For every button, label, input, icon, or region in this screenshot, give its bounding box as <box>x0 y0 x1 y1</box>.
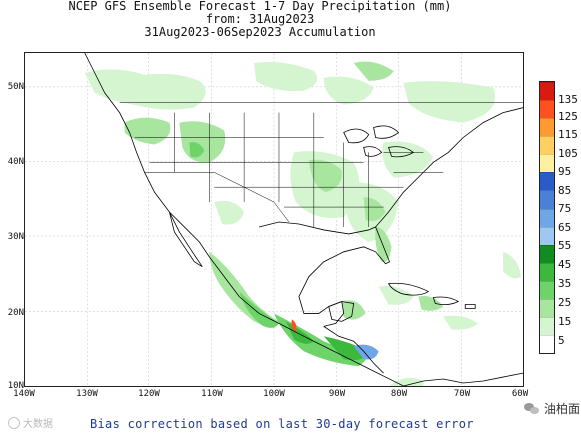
legend-swatch <box>540 244 554 263</box>
map-title-block: NCEP GFS Ensemble Forecast 1-7 Day Preci… <box>0 0 520 39</box>
lat-label-40n: 40N <box>7 157 24 167</box>
watermark-right-text: 油柏面 <box>544 402 581 416</box>
legend-swatch <box>540 172 554 191</box>
legend-label-75: 75 <box>558 202 572 215</box>
legend-label-55: 55 <box>558 239 572 252</box>
political-borders <box>119 102 523 227</box>
lon-label-100w: 100W <box>263 389 285 399</box>
map-accumulation-period: 31Aug2023-06Sep2023 Accumulation <box>144 25 376 39</box>
legend-label-85: 85 <box>558 184 572 197</box>
bias-correction-note: Bias correction based on last 30-day for… <box>90 417 474 431</box>
legend-swatch <box>540 226 554 245</box>
wechat-icon <box>524 402 540 416</box>
watermark-left-text: 大数据 <box>23 419 53 430</box>
lat-label-50n: 50N <box>7 82 24 92</box>
legend-label-115: 115 <box>558 128 578 141</box>
coastlines <box>84 53 523 386</box>
legend-label-25: 25 <box>558 296 572 309</box>
legend-swatch <box>540 82 554 101</box>
lon-label-140w: 140W <box>13 389 35 399</box>
legend-swatch <box>540 334 554 353</box>
lat-label-20n: 20N <box>7 308 24 318</box>
legend-swatch <box>540 190 554 209</box>
map-init-date: from: 31Aug2023 <box>205 12 315 26</box>
lat-label-10n: 10N <box>7 381 24 391</box>
legend-swatch <box>540 136 554 155</box>
legend-label-35: 35 <box>558 277 572 290</box>
precipitation-map <box>24 52 524 387</box>
lon-label-120w: 120W <box>138 389 160 399</box>
legend-label-65: 65 <box>558 221 572 234</box>
legend-label-105: 105 <box>558 147 578 160</box>
legend-label-15: 15 <box>558 315 572 328</box>
legend-swatch <box>540 298 554 317</box>
legend-swatch <box>540 118 554 137</box>
lon-label-130w: 130W <box>76 389 98 399</box>
legend-label-5: 5 <box>558 334 565 347</box>
legend-swatch <box>540 262 554 281</box>
legend-swatch <box>540 208 554 227</box>
legend-swatch <box>540 316 554 335</box>
legend-label-95: 95 <box>558 165 572 178</box>
precip-legend-colorbar <box>539 81 555 354</box>
lon-label-110w: 110W <box>201 389 223 399</box>
watermark-right: 油柏面 <box>524 400 580 417</box>
lon-label-60w: 60W <box>511 389 529 399</box>
legend-label-135: 135 <box>558 93 578 106</box>
legend-swatch <box>540 154 554 173</box>
lon-label-80w: 80W <box>390 389 408 399</box>
lat-label-30n: 30N <box>7 232 24 242</box>
legend-swatch <box>540 100 554 119</box>
watermark-left: 大数据 <box>8 415 53 430</box>
map-title: NCEP GFS Ensemble Forecast 1-7 Day Preci… <box>68 0 452 13</box>
lon-label-70w: 70W <box>453 389 471 399</box>
watermark-logo-icon <box>8 416 20 429</box>
legend-label-45: 45 <box>558 258 572 271</box>
precip-shading <box>84 61 522 386</box>
map-canvas <box>25 53 523 386</box>
lon-label-90w: 90W <box>328 389 346 399</box>
legend-label-125: 125 <box>558 110 578 123</box>
legend-swatch <box>540 280 554 299</box>
